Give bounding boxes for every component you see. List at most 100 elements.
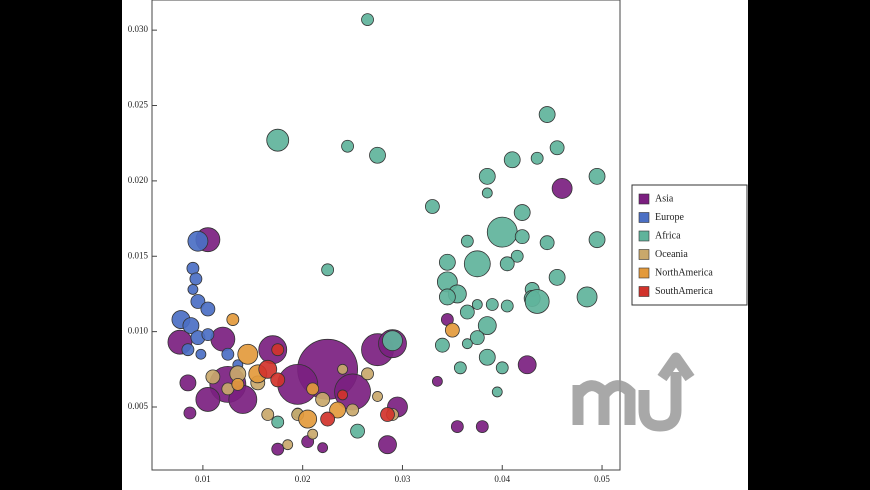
legend-label: Asia [655, 193, 674, 204]
bubble [210, 326, 236, 352]
bubble [369, 146, 386, 164]
bubble [425, 199, 440, 214]
bubble [486, 216, 518, 248]
legend-label: NorthAmerica [655, 267, 713, 278]
bubble [576, 286, 598, 308]
bubble [548, 268, 566, 286]
legend-swatch [638, 267, 650, 279]
bubble [510, 249, 524, 263]
bubble [495, 361, 509, 375]
bubble [321, 263, 335, 277]
bubble [271, 442, 285, 456]
bubble [181, 343, 195, 357]
bubble [444, 322, 460, 338]
bubble [361, 367, 374, 381]
bubble [469, 330, 485, 346]
logo-m [572, 380, 636, 425]
legend-swatch [638, 286, 650, 297]
watermark-logo [572, 352, 695, 432]
bubble [231, 377, 245, 391]
legend-label: Oceania [655, 249, 688, 260]
x-tick-label: 0.04 [494, 474, 510, 484]
bubble [195, 387, 221, 412]
bubble [438, 288, 456, 306]
bubble [434, 337, 450, 353]
bubble [337, 389, 348, 401]
bubble [179, 374, 197, 392]
bubble [503, 151, 521, 169]
bubble [499, 256, 515, 272]
bubble [478, 167, 496, 185]
bubble [320, 411, 336, 427]
logo-u [638, 372, 682, 432]
bubble [588, 231, 606, 249]
plot-area [167, 13, 606, 456]
bubble [524, 289, 550, 314]
bubble [186, 261, 200, 275]
bubble [530, 151, 544, 165]
bubble [491, 386, 503, 398]
bubble [182, 317, 200, 334]
y-tick-label: 0.025 [128, 100, 149, 110]
bubble [450, 420, 464, 433]
bubble [306, 382, 320, 396]
bubble [329, 401, 347, 419]
bubble [382, 330, 403, 352]
bubble [270, 372, 286, 388]
bubble [517, 355, 537, 375]
bubble [361, 13, 374, 26]
bubble [337, 363, 348, 375]
x-tick-label: 0.02 [295, 474, 311, 484]
bubble [271, 415, 285, 429]
bubble [459, 304, 475, 320]
legend-label: Europe [655, 212, 684, 223]
legend-swatch [638, 249, 650, 260]
bubble [341, 139, 354, 153]
bubble [461, 338, 473, 350]
legend-swatch [638, 230, 650, 242]
bubble [372, 391, 383, 402]
bubble [514, 229, 530, 245]
bubble [201, 328, 215, 342]
bubble [226, 313, 240, 326]
bubble [477, 316, 497, 335]
bubble [317, 442, 329, 454]
bubble [298, 409, 318, 429]
y-tick-label: 0.015 [128, 250, 149, 260]
legend-label: SouthAmerica [655, 286, 713, 297]
x-tick-label: 0.03 [395, 474, 411, 484]
bubble [438, 253, 456, 271]
bubble [431, 375, 443, 387]
bubble [346, 403, 359, 417]
bubble [200, 301, 216, 317]
bubble [261, 408, 275, 421]
y-tick-label: 0.030 [128, 24, 149, 34]
bubble [478, 348, 496, 366]
bubble [350, 423, 365, 439]
bubble [551, 178, 573, 199]
bubble [453, 361, 467, 375]
bubble [221, 347, 235, 361]
bubble [471, 299, 483, 310]
bubble [500, 299, 514, 313]
bubble [538, 106, 556, 123]
bubble [187, 230, 209, 252]
x-tick-label: 0.01 [195, 474, 211, 484]
bubble [481, 187, 493, 199]
bubble [195, 348, 207, 360]
legend-label: Africa [655, 230, 681, 241]
bubble [282, 439, 294, 451]
bubble [271, 343, 285, 357]
bubble [588, 167, 606, 185]
x-tick-label: 0.05 [594, 474, 610, 484]
bubble [183, 406, 197, 420]
y-tick-label: 0.010 [128, 326, 149, 336]
bubble [189, 272, 203, 286]
bubble [378, 435, 397, 455]
legend-swatch [638, 212, 650, 223]
legend-swatch [638, 193, 650, 205]
bubble [380, 407, 395, 422]
bubble [190, 294, 206, 309]
